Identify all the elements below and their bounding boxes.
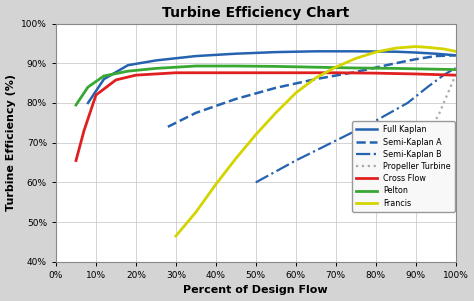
Semi-Kaplan A [165, 125, 171, 129]
Y-axis label: Turbine Efficiency (%): Turbine Efficiency (%) [6, 74, 16, 211]
Semi-Kaplan B [373, 119, 378, 123]
Semi-Kaplan A [313, 77, 319, 81]
Semi-Kaplan A [193, 111, 199, 115]
Francis [353, 57, 358, 60]
Francis [425, 45, 430, 49]
Title: Turbine Efficiency Chart: Turbine Efficiency Chart [162, 5, 349, 20]
Semi-Kaplan A [353, 70, 358, 74]
Full Kaplan [413, 51, 419, 54]
Semi-Kaplan B [453, 66, 458, 70]
Francis [333, 65, 338, 69]
Line: Propeller Turbine: Propeller Turbine [408, 75, 456, 163]
Francis [173, 234, 179, 238]
Francis [193, 210, 199, 214]
Line: Semi-Kaplan A: Semi-Kaplan A [168, 55, 456, 127]
Francis [293, 91, 299, 95]
Semi-Kaplan B [333, 139, 338, 142]
Semi-Kaplan B [405, 101, 410, 105]
Cross Flow [73, 159, 79, 162]
Cross Flow [173, 71, 179, 75]
Pelton [125, 69, 131, 73]
Semi-Kaplan B [441, 73, 447, 77]
Cross Flow [453, 73, 458, 77]
Pelton [193, 64, 199, 68]
Francis [393, 46, 399, 50]
Cross Flow [133, 73, 139, 77]
Francis [313, 76, 319, 80]
Propeller Turbine [437, 111, 442, 115]
Propeller Turbine [453, 73, 458, 77]
Francis [213, 183, 219, 186]
Full Kaplan [313, 49, 319, 53]
Propeller Turbine [405, 162, 410, 165]
Pelton [273, 65, 279, 68]
Cross Flow [293, 71, 299, 75]
Full Kaplan [85, 101, 91, 105]
Full Kaplan [453, 54, 458, 57]
Francis [441, 47, 447, 51]
Cross Flow [113, 78, 119, 82]
Pelton [313, 65, 319, 69]
Cross Flow [93, 93, 99, 97]
Pelton [453, 68, 458, 71]
Semi-Kaplan A [233, 97, 238, 101]
Full Kaplan [101, 77, 107, 81]
Full Kaplan [233, 52, 238, 55]
Legend: Full Kaplan, Semi-Kaplan A, Semi-Kaplan B, Propeller Turbine, Cross Flow, Pelton: Full Kaplan, Semi-Kaplan A, Semi-Kaplan … [353, 121, 455, 212]
Cross Flow [81, 129, 87, 132]
Semi-Kaplan A [433, 54, 438, 58]
Full Kaplan [125, 64, 131, 67]
Semi-Kaplan B [293, 159, 299, 162]
Full Kaplan [393, 50, 399, 54]
Semi-Kaplan A [453, 54, 458, 57]
Line: Full Kaplan: Full Kaplan [88, 51, 456, 103]
Pelton [353, 66, 358, 70]
Francis [273, 111, 279, 115]
Semi-Kaplan A [413, 57, 419, 61]
Full Kaplan [193, 54, 199, 58]
Francis [253, 133, 259, 137]
Pelton [73, 103, 79, 107]
Francis [453, 49, 458, 53]
Pelton [85, 85, 91, 89]
Cross Flow [333, 71, 338, 75]
Pelton [413, 67, 419, 71]
Francis [373, 50, 378, 54]
Cross Flow [373, 71, 378, 75]
Cross Flow [413, 72, 419, 76]
Full Kaplan [353, 49, 358, 53]
Francis [413, 45, 419, 48]
Francis [233, 157, 238, 160]
Semi-Kaplan B [425, 85, 430, 89]
Pelton [153, 67, 159, 70]
Line: Cross Flow: Cross Flow [76, 73, 456, 160]
Semi-Kaplan A [273, 86, 279, 90]
Full Kaplan [433, 52, 438, 55]
Full Kaplan [153, 59, 159, 62]
Cross Flow [253, 71, 259, 75]
Pelton [233, 64, 238, 68]
X-axis label: Percent of Design Flow: Percent of Design Flow [183, 285, 328, 296]
Full Kaplan [273, 50, 279, 54]
Pelton [393, 67, 399, 70]
Semi-Kaplan B [253, 181, 259, 184]
Line: Francis: Francis [176, 47, 456, 236]
Propeller Turbine [421, 141, 427, 144]
Pelton [101, 74, 107, 78]
Cross Flow [213, 71, 219, 75]
Semi-Kaplan B [313, 149, 319, 152]
Semi-Kaplan A [393, 61, 399, 65]
Line: Pelton: Pelton [76, 66, 456, 105]
Line: Semi-Kaplan B: Semi-Kaplan B [256, 68, 456, 182]
